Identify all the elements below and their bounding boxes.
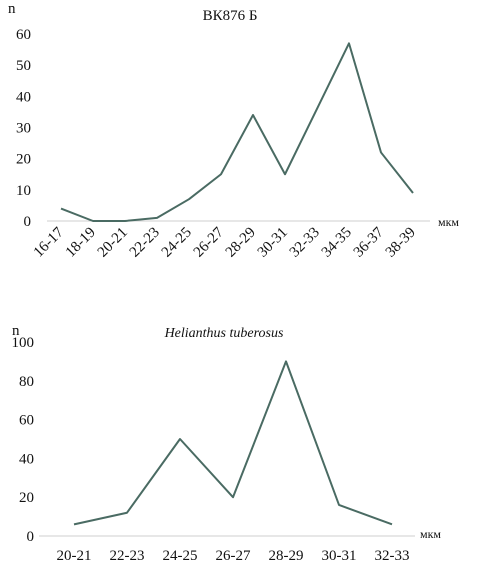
chart-bottom-x-unit: мкм <box>420 527 441 541</box>
x-tick-label: 32-33 <box>375 548 410 564</box>
y-tick-label: 100 <box>12 335 35 351</box>
x-tick-label: 38-39 <box>383 225 419 261</box>
x-tick-label: 28-29 <box>269 548 304 564</box>
y-tick-label: 30 <box>16 121 31 137</box>
x-tick-label: 20-21 <box>57 548 92 564</box>
x-tick-label: 28-29 <box>223 225 259 261</box>
chart-top-title: ВК876 Б <box>203 8 258 24</box>
x-tick-label: 18-19 <box>63 225 99 261</box>
x-tick-label: 24-25 <box>163 548 198 564</box>
y-tick-label: 20 <box>19 490 34 506</box>
y-tick-label: 60 <box>19 413 34 429</box>
y-tick-label: 20 <box>16 152 31 168</box>
y-tick-label: 60 <box>16 27 31 43</box>
chart-top-y-label: n <box>8 1 16 17</box>
chart-top: ВК876 Б n мкм 0 10 20 30 40 50 60 16-1718-1920… <box>8 1 459 261</box>
x-tick-label: 22-23 <box>127 225 163 261</box>
x-tick-label: 20-21 <box>95 225 131 261</box>
chart-bottom-y-label: n <box>12 323 20 339</box>
chart-top-x-unit: мкм <box>438 215 459 229</box>
x-tick-label: 26-27 <box>191 224 227 260</box>
y-tick-label: 80 <box>19 374 34 390</box>
y-tick-label: 0 <box>24 214 32 230</box>
x-tick-label: 36-37 <box>351 224 387 260</box>
x-tick-label: 24-25 <box>159 225 195 261</box>
y-tick-label: 40 <box>16 89 31 105</box>
y-tick-label: 50 <box>16 58 31 74</box>
y-tick-label: 10 <box>16 183 31 199</box>
x-tick-label: 34-35 <box>319 225 355 261</box>
x-tick-label: 30-31 <box>322 548 357 564</box>
y-tick-label: 0 <box>27 529 35 545</box>
x-tick-label: 26-27 <box>216 548 251 564</box>
x-tick-label: 22-23 <box>110 548 145 564</box>
chart-top-series-line <box>60 42 414 222</box>
x-tick-label: 30-31 <box>255 225 291 261</box>
y-tick-label: 40 <box>19 451 34 467</box>
x-tick-label: 32-33 <box>287 225 323 261</box>
chart-bottom-series-line <box>73 360 393 526</box>
chart-bottom: n Helianthus tuberosus мкм 020406080100 … <box>12 323 442 564</box>
x-tick-label: 16-17 <box>31 224 67 260</box>
chart-bottom-title: Helianthus tuberosus <box>164 326 284 341</box>
